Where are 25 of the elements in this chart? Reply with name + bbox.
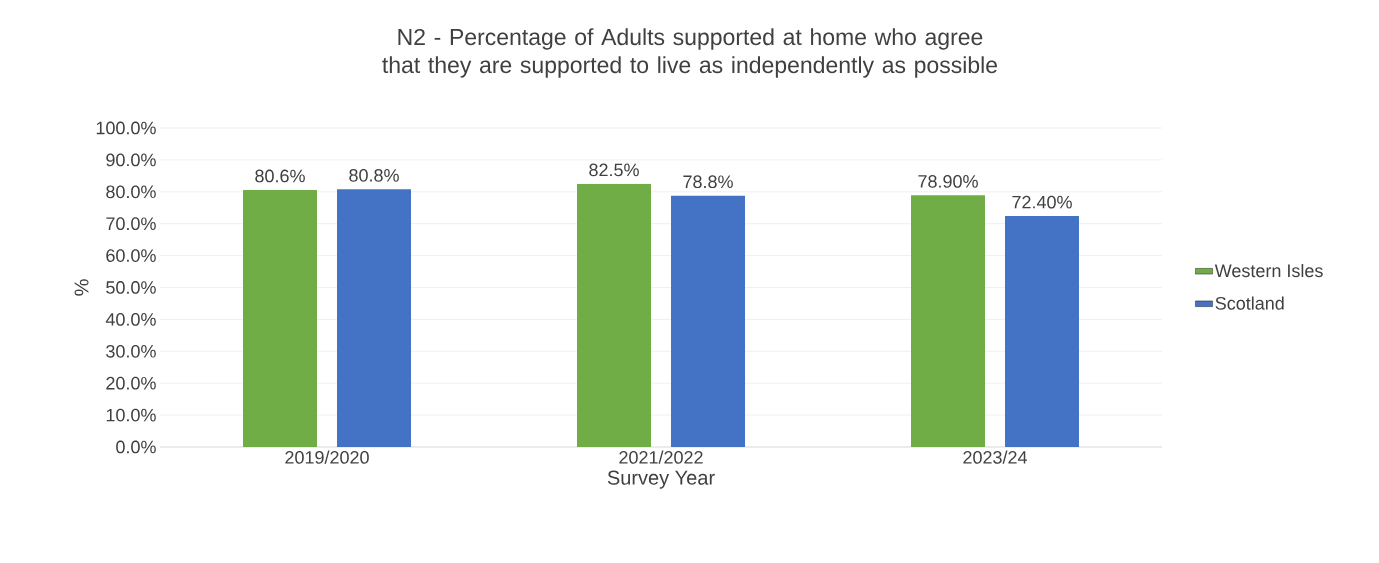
data-label: 82.5% [589,163,639,177]
legend-label: Western Isles [1214,263,1323,278]
data-label: 78.8% [683,175,733,189]
y-tick-label: 20.0% [106,376,156,390]
data-label: 72.40% [1012,195,1072,209]
data-label: 80.6% [255,169,305,183]
y-tick-label: 10.0% [106,408,156,422]
y-tick-label: 40.0% [105,313,156,326]
y-tick-label: 60.0% [106,249,156,262]
y-tick-label: 90.0% [106,153,156,167]
legend-label: Scotland [1215,296,1284,310]
y-tick-label: 70.0% [106,217,156,231]
x-tick-label: 2023/24 [963,450,1028,464]
y-tick-label: 30.0% [106,344,156,358]
y-tick-label: 80.0% [106,185,156,199]
chart-title: N2 - Percentage of Adults supported at home who agree that they are supported to live as independently as possible [382,28,998,78]
x-axis-title: Survey Year [607,470,715,489]
y-tick-label: 100.0% [96,121,156,135]
y-axis-title: % [74,279,89,296]
x-tick-label: 2019/2020 [285,450,369,464]
data-label: 80.8% [349,168,399,182]
y-tick-label: 50.0% [106,281,156,294]
x-tick-label: 2021/2022 [619,450,703,464]
data-label: 78.90% [918,175,978,188]
y-tick-label: 0.0% [116,440,156,454]
